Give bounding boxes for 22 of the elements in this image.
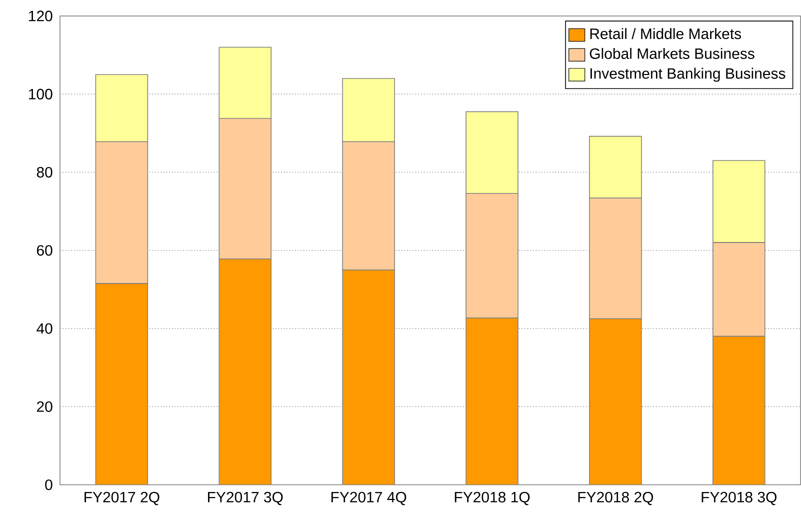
y-tick-label: 120 (29, 10, 52, 22)
y-tick-label: 20 (36, 401, 52, 412)
y-tick-label: 80 (36, 167, 52, 178)
bar (218, 258, 272, 485)
bar (95, 283, 148, 485)
y-tick-label: 100 (29, 88, 52, 100)
bar (466, 318, 518, 485)
legend-label: Investment Banking Business (590, 68, 786, 82)
x-tick-label: FY2017 2Q (84, 492, 160, 506)
bar (712, 336, 766, 485)
y-tick-label: 60 (36, 245, 52, 256)
legend-label: Global Markets Business (590, 48, 754, 60)
x-tick-label: FY2018 2Q (578, 492, 654, 506)
y-tick-label: 40 (36, 323, 52, 334)
bar (342, 270, 395, 485)
x-tick-label: FY2018 3Q (702, 492, 776, 506)
bar (589, 318, 642, 485)
y-tick-label: 0 (45, 480, 52, 490)
legend-label: Retail / Middle Markets (590, 28, 742, 40)
x-tick-label: FY2017 3Q (208, 492, 283, 506)
x-tick-label: FY2018 1Q (454, 492, 530, 506)
x-tick-label: FY2017 4Q (331, 492, 406, 506)
